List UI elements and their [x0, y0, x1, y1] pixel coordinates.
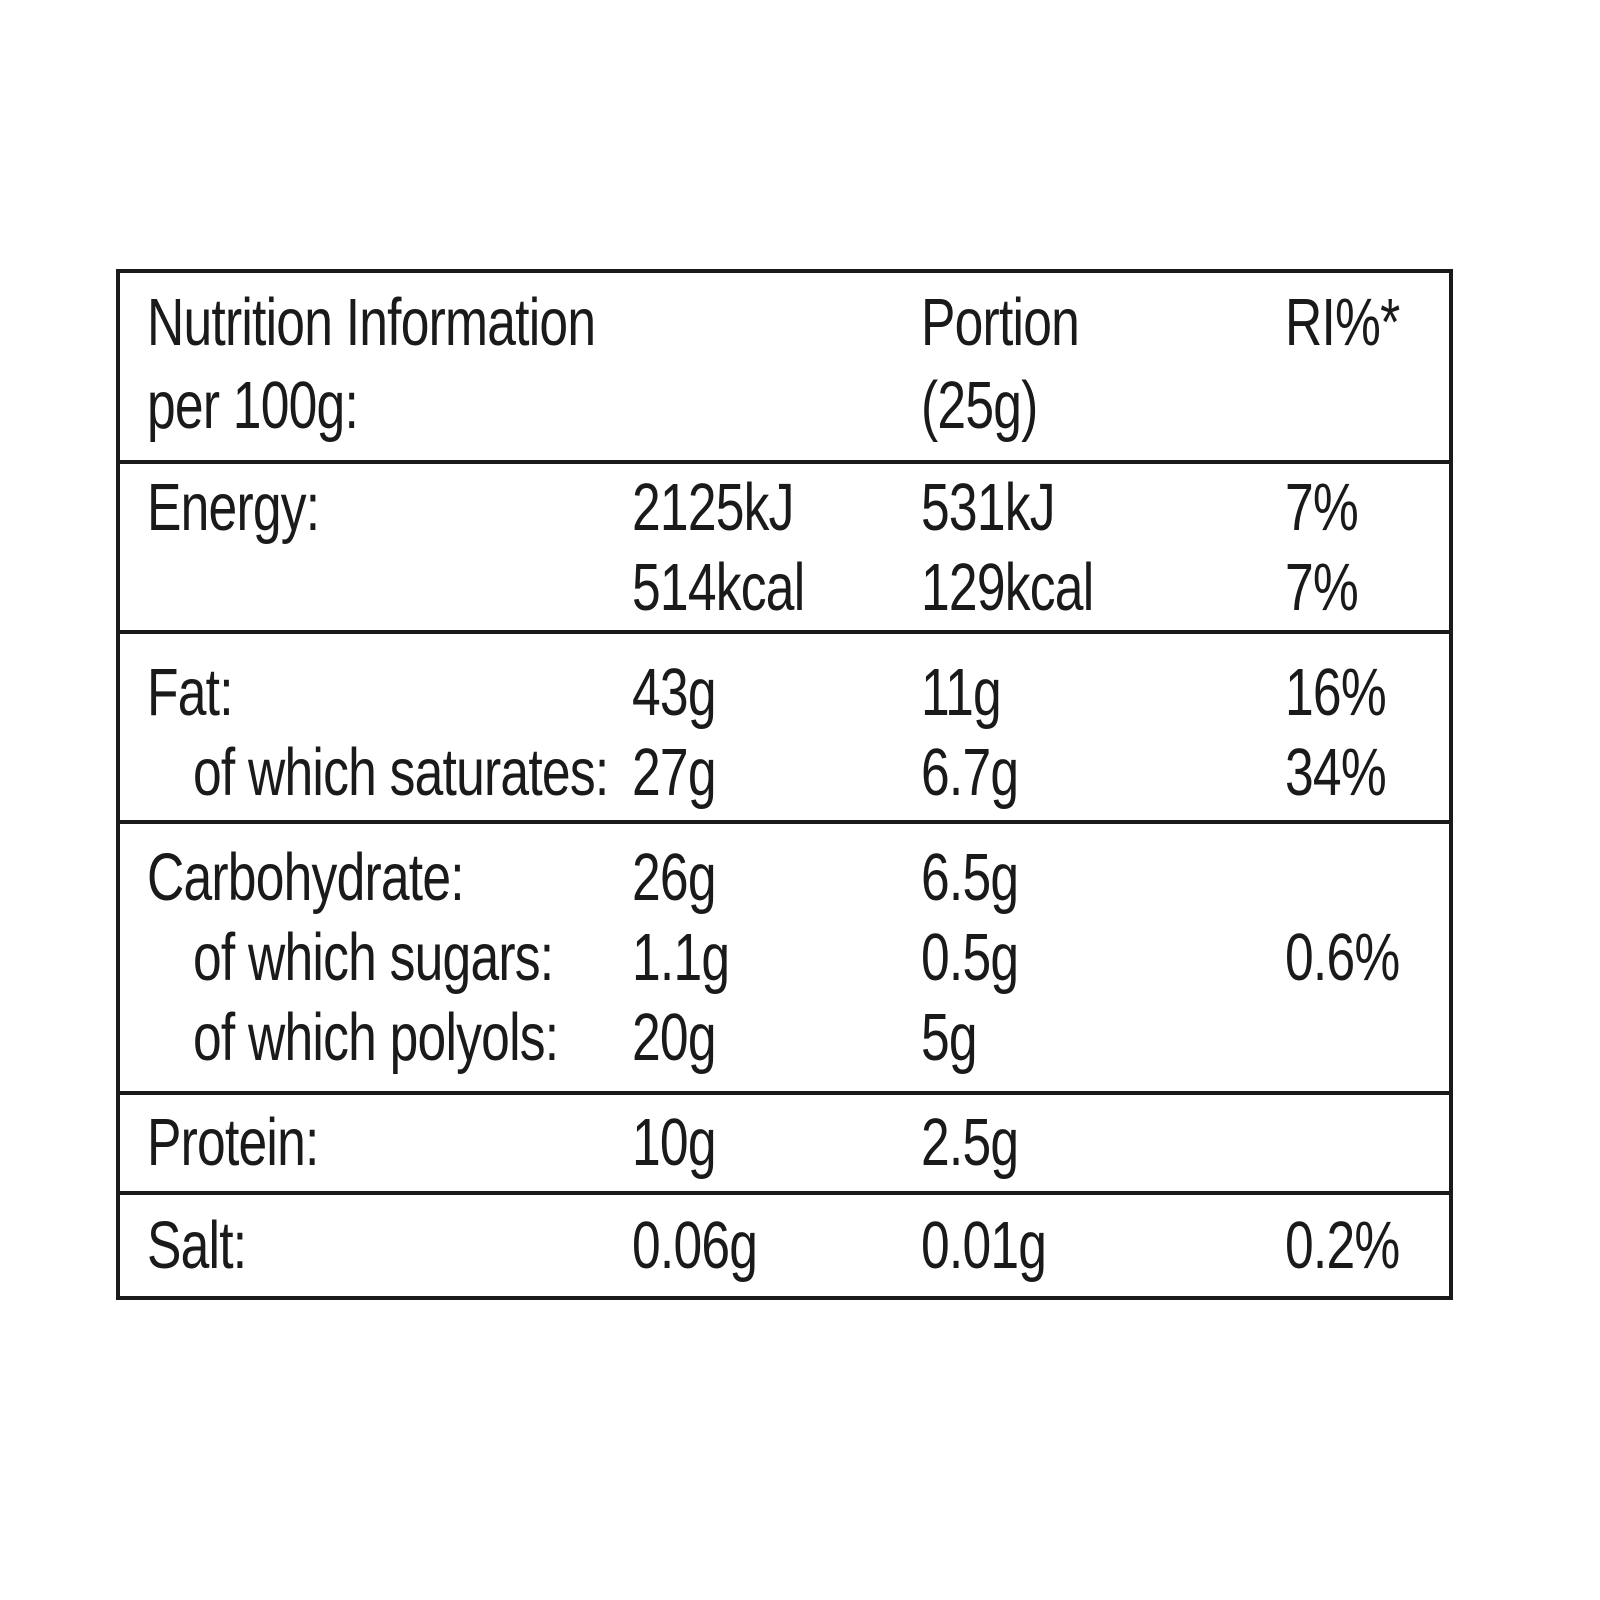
ri-value: 7%	[1285, 549, 1358, 624]
header-title: Nutrition Information	[147, 284, 595, 359]
ri-value: 16%	[1285, 654, 1386, 729]
ri-value: 0.6%	[1285, 919, 1399, 994]
portion-value: 6.5g	[921, 839, 1018, 914]
per-100g-value: 10g	[632, 1104, 716, 1179]
nutrient-label: Salt:	[147, 1207, 246, 1282]
portion-value: 2.5g	[921, 1104, 1018, 1179]
nutrient-label: Carbohydrate:	[147, 839, 464, 914]
nutrient-label: of which saturates:	[193, 734, 608, 809]
ri-value: 34%	[1285, 734, 1386, 809]
header-title: per 100g:	[147, 367, 358, 442]
per-100g-value: 1.1g	[632, 919, 729, 994]
header-portion: Portion	[921, 284, 1079, 359]
per-100g-value: 26g	[632, 839, 716, 914]
header-ri: RI%*	[1285, 284, 1400, 359]
per-100g-value: 27g	[632, 734, 716, 809]
portion-value: 0.01g	[921, 1207, 1046, 1282]
table-border	[116, 269, 1453, 1300]
portion-value: 11g	[921, 654, 1001, 729]
nutrient-label: of which sugars:	[193, 919, 553, 994]
nutrient-label: Energy:	[147, 469, 319, 544]
per-100g-value: 2125kJ	[632, 469, 794, 544]
nutrient-label: of which polyols:	[193, 999, 558, 1074]
per-100g-value: 0.06g	[632, 1207, 757, 1282]
portion-value: 129kcal	[921, 549, 1093, 624]
nutrient-label: Protein:	[147, 1104, 319, 1179]
nutrient-label: Fat:	[147, 654, 233, 729]
portion-value: 6.7g	[921, 734, 1018, 809]
header-portion: (25g)	[921, 367, 1038, 442]
ri-value: 7%	[1285, 469, 1358, 544]
per-100g-value: 43g	[632, 654, 716, 729]
portion-value: 5g	[921, 999, 977, 1074]
per-100g-value: 20g	[632, 999, 716, 1074]
per-100g-value: 514kcal	[632, 549, 804, 624]
portion-value: 531kJ	[921, 469, 1055, 544]
portion-value: 0.5g	[921, 919, 1018, 994]
ri-value: 0.2%	[1285, 1207, 1399, 1282]
